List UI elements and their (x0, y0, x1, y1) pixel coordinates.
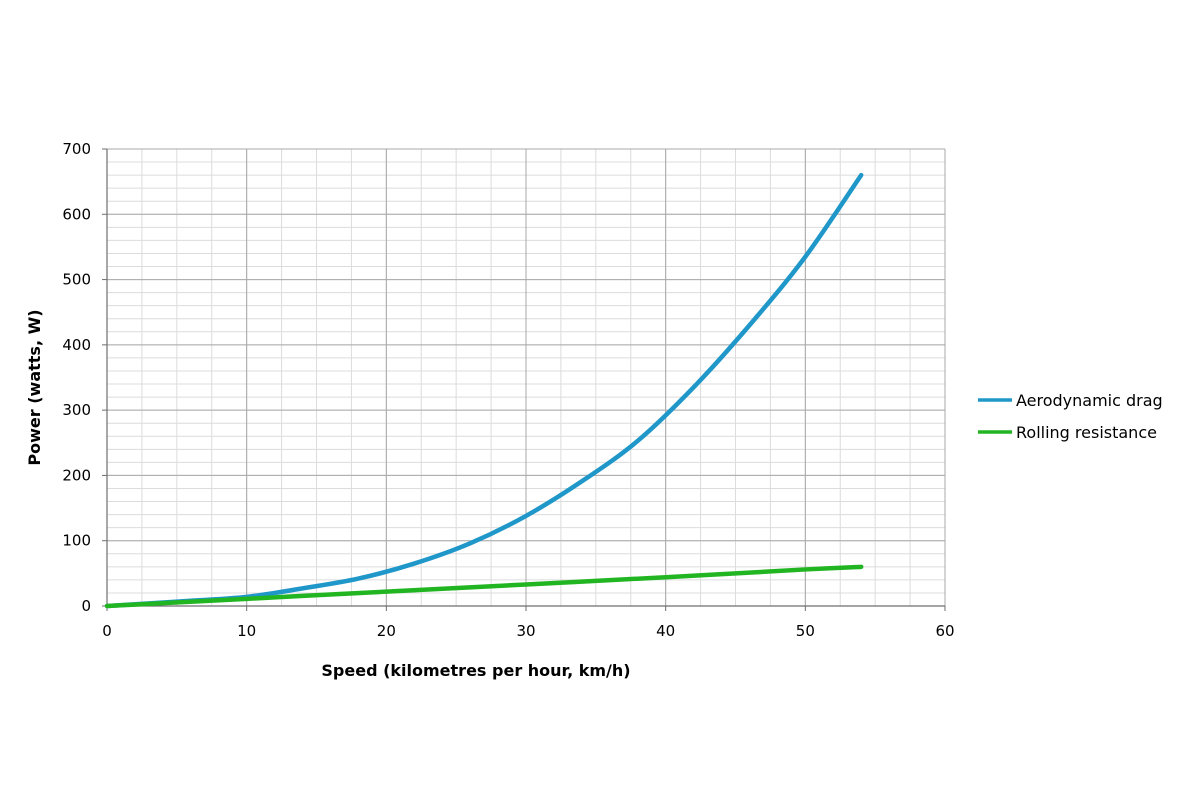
x-tick-label: 30 (516, 622, 535, 640)
series-line-aerodynamic-drag (104, 172, 864, 609)
y-axis-title: Power (watts, W) (25, 309, 44, 465)
series-line-rolling-resistance (104, 564, 864, 609)
y-tick-label: 300 (62, 401, 91, 419)
x-tick-label: 0 (102, 622, 112, 640)
y-tick-label: 500 (62, 271, 91, 289)
x-tick-label: 60 (935, 622, 954, 640)
x-tick-label: 10 (237, 622, 256, 640)
y-tick-label: 400 (62, 336, 91, 354)
y-tick-label: 0 (81, 597, 91, 615)
x-tick-label: 20 (377, 622, 396, 640)
y-tick-label: 700 (62, 140, 91, 158)
legend-label-rolling-resistance: Rolling resistance (1016, 423, 1157, 442)
x-tick-label: 40 (656, 622, 675, 640)
y-tick-label: 200 (62, 466, 91, 484)
grid (106, 148, 946, 607)
series-lines (104, 172, 864, 609)
x-tick-label: 50 (796, 622, 815, 640)
y-tick-label: 100 (62, 532, 91, 550)
y-tick-label: 600 (62, 205, 91, 223)
legend-label-aerodynamic-drag: Aerodynamic drag (1016, 391, 1163, 410)
x-axis-title: Speed (kilometres per hour, km/h) (321, 661, 630, 680)
axes (102, 148, 946, 611)
legend: Aerodynamic drag Rolling resistance (978, 391, 1163, 442)
